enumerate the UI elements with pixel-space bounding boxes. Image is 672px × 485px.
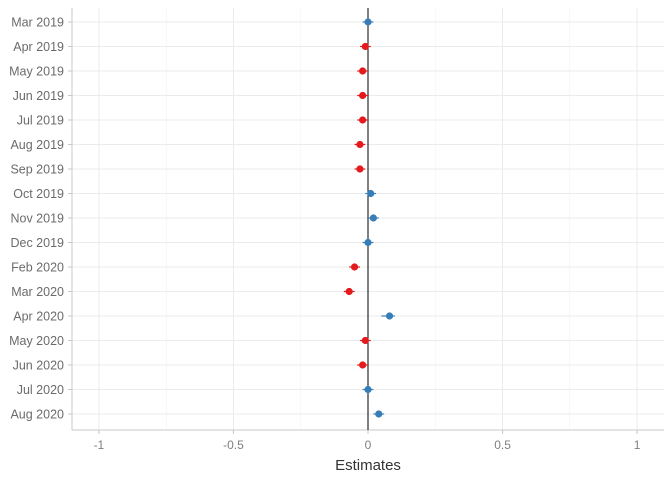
estimate-point bbox=[367, 189, 375, 198]
mark-layer bbox=[343, 8, 395, 430]
y-tick-label: Apr 2020 bbox=[13, 310, 64, 324]
y-tick-label: Jun 2020 bbox=[13, 359, 64, 373]
y-tick-label: Jun 2019 bbox=[13, 89, 64, 103]
estimate-point bbox=[369, 214, 377, 222]
estimate-point bbox=[345, 287, 353, 296]
estimate-point bbox=[361, 336, 369, 345]
y-tick-label: Oct 2019 bbox=[13, 187, 64, 201]
estimate-point bbox=[361, 42, 369, 51]
x-tick-label: 0.5 bbox=[494, 438, 511, 452]
y-tick-label: May 2019 bbox=[9, 65, 64, 79]
estimate-point bbox=[356, 140, 364, 149]
y-tick-label: Jul 2020 bbox=[17, 383, 64, 397]
estimate-point bbox=[364, 18, 372, 26]
y-tick-label: Aug 2020 bbox=[10, 408, 64, 422]
y-tick-label: Aug 2019 bbox=[10, 138, 64, 152]
y-tick-label: Nov 2019 bbox=[10, 212, 64, 226]
estimate-point bbox=[359, 91, 367, 100]
estimate-point bbox=[359, 361, 367, 369]
estimate-point bbox=[359, 67, 367, 75]
estimate-point bbox=[375, 410, 383, 418]
estimate-point bbox=[356, 165, 364, 173]
y-tick-label: Dec 2019 bbox=[10, 236, 64, 250]
estimate-point bbox=[359, 116, 367, 124]
estimate-point bbox=[350, 263, 359, 271]
x-axis-title: Estimates bbox=[335, 457, 401, 474]
x-tick-label: 0 bbox=[365, 438, 372, 452]
estimate-point bbox=[364, 238, 372, 247]
x-tick-label: -0.5 bbox=[223, 438, 244, 452]
x-tick-label: -1 bbox=[94, 438, 105, 452]
y-tick-label: Apr 2019 bbox=[13, 40, 64, 54]
estimate-point bbox=[385, 312, 394, 320]
estimate-point bbox=[364, 385, 372, 394]
y-tick-label: Feb 2020 bbox=[11, 261, 64, 275]
y-tick-label: Sep 2019 bbox=[10, 163, 64, 177]
axis-layer: -1 -0.5 0 0.5 1 Mar 2019 Apr 2019 May 2019 Jun 2… bbox=[9, 8, 664, 452]
y-tick-label: May 2020 bbox=[9, 334, 64, 348]
y-tick-label: Mar 2020 bbox=[11, 285, 64, 299]
y-tick-label: Jul 2019 bbox=[17, 114, 64, 128]
x-tick-label: 1 bbox=[634, 438, 641, 452]
y-tick-label: Mar 2019 bbox=[11, 16, 64, 30]
